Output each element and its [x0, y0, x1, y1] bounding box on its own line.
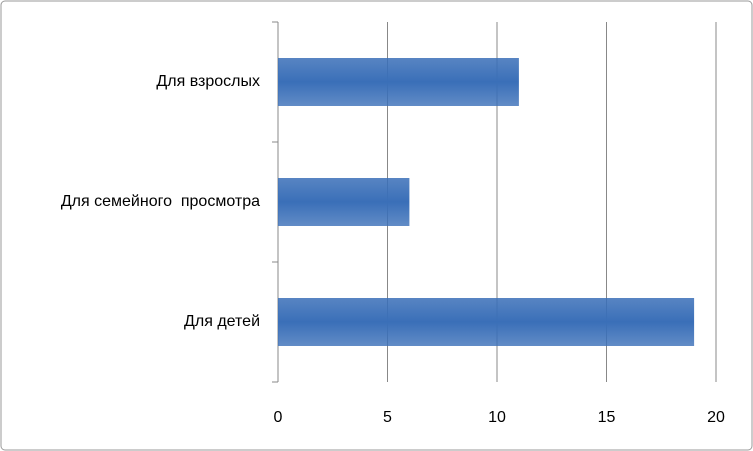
bar	[278, 178, 410, 226]
y-tick-label: Для семейного просмотра	[61, 193, 260, 210]
bar	[278, 58, 519, 106]
x-tick-label: 20	[707, 409, 725, 426]
x-tick-label: 5	[383, 409, 392, 426]
y-tick-label: Для взрослых	[156, 73, 260, 90]
x-tick-label: 10	[488, 409, 506, 426]
y-tick-label: Для детей	[184, 313, 260, 330]
bar	[278, 298, 695, 346]
x-tick-label: 15	[598, 409, 616, 426]
x-tick-label: 0	[274, 409, 283, 426]
